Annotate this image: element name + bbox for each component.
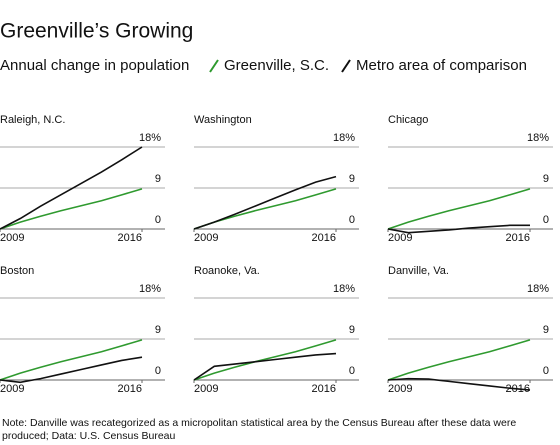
- line: [193, 352, 337, 381]
- line: [193, 339, 337, 381]
- legend-label: Metro area of comparison: [356, 57, 527, 74]
- chart: Greenville’s Growing Annual change in po…: [0, 20, 553, 395]
- y-tick-label: 18%: [527, 283, 549, 295]
- x-tick-label: 2009: [388, 383, 412, 395]
- x-tick-label: 2009: [388, 232, 412, 244]
- line: [193, 188, 337, 230]
- y-tick-label: 18%: [333, 132, 355, 144]
- x-tick-label: 2009: [0, 383, 24, 395]
- line: [0, 146, 143, 230]
- y-tick-label: 9: [349, 324, 355, 336]
- x-tick-label: 2016: [506, 232, 530, 244]
- y-tick-label: 18%: [139, 283, 161, 295]
- x-tick-label: 2009: [0, 232, 24, 244]
- line: [387, 188, 531, 230]
- y-tick-label: 9: [543, 173, 549, 185]
- y-tick-label: 9: [543, 324, 549, 336]
- panel-title: Boston: [0, 265, 34, 277]
- y-tick-label: 0: [349, 365, 355, 377]
- y-tick-label: 0: [349, 214, 355, 226]
- subtitle: Annual change in population: [0, 57, 189, 74]
- y-tick-label: 9: [349, 173, 355, 185]
- panel-title: Washington: [194, 114, 252, 126]
- panel-title: Danville, Va.: [388, 265, 449, 277]
- y-tick-label: 18%: [333, 283, 355, 295]
- y-tick-label: 0: [543, 214, 549, 226]
- line: [0, 188, 143, 230]
- y-tick-label: 0: [155, 214, 161, 226]
- x-tick-label: 2009: [194, 383, 218, 395]
- panel-title: Roanoke, Va.: [194, 265, 260, 277]
- y-tick-label: 9: [155, 173, 161, 185]
- legend-label: Greenville, S.C.: [224, 57, 329, 74]
- y-tick-label: 0: [543, 365, 549, 377]
- x-tick-label: 2009: [194, 232, 218, 244]
- chart-title: Greenville’s Growing: [0, 20, 193, 43]
- panel-title: Chicago: [388, 114, 428, 126]
- x-tick-label: 2016: [312, 232, 336, 244]
- y-tick-label: 18%: [139, 132, 161, 144]
- line: [387, 339, 531, 381]
- panel-title: Raleigh, N.C.: [0, 114, 65, 126]
- x-tick-label: 2016: [118, 383, 142, 395]
- legend-swatch: [341, 59, 351, 73]
- y-tick-label: 18%: [527, 132, 549, 144]
- line: [387, 377, 531, 391]
- line: [0, 339, 143, 381]
- line: [193, 175, 337, 230]
- x-tick-label: 2016: [312, 383, 336, 395]
- y-tick-label: 0: [155, 365, 161, 377]
- line: [0, 356, 143, 384]
- note: Note: Danville was recategorized as a mi…: [2, 417, 517, 442]
- y-tick-label: 9: [155, 324, 161, 336]
- x-tick-label: 2016: [118, 232, 142, 244]
- legend-swatch: [209, 59, 219, 73]
- line: [387, 224, 530, 234]
